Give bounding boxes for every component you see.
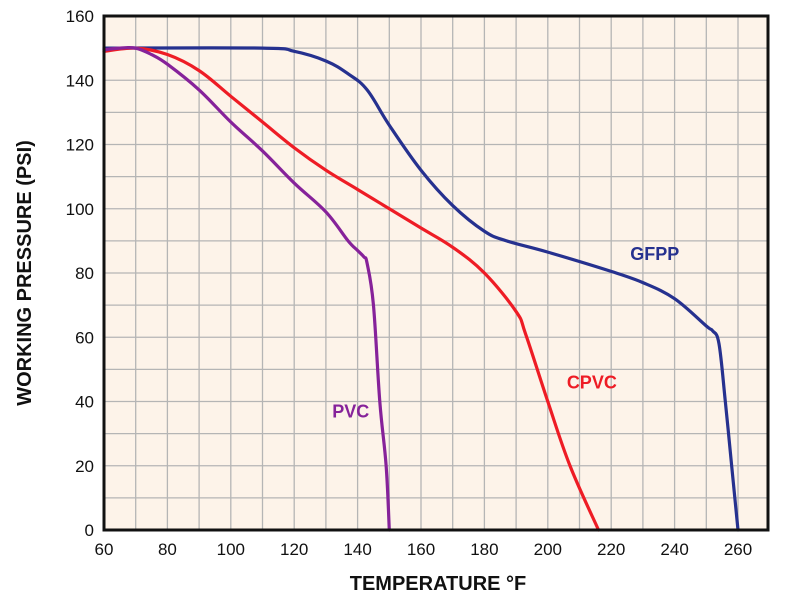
- series-label-pvc: PVC: [332, 402, 369, 422]
- x-tick-label: 240: [660, 540, 688, 559]
- x-tick-label: 120: [280, 540, 308, 559]
- y-tick-label: 60: [75, 328, 94, 347]
- x-tick-labels: 60 80 100 120 140 160 180 200 220 240 260: [95, 540, 753, 559]
- x-tick-label: 160: [407, 540, 435, 559]
- series-line-gfpp: [102, 46, 740, 532]
- grid-lines: [104, 16, 768, 530]
- x-axis-title: TEMPERATURE °F: [350, 573, 527, 595]
- y-tick-label: 40: [75, 393, 94, 412]
- y-tick-label: 20: [75, 457, 94, 476]
- x-tick-label: 140: [343, 540, 371, 559]
- x-tick-label: 60: [95, 540, 114, 559]
- series-lines: [102, 45, 740, 532]
- series-line-cpvc: [102, 46, 601, 532]
- y-tick-label: 0: [85, 521, 94, 540]
- y-tick-label: 120: [66, 136, 94, 155]
- x-tick-label: 220: [597, 540, 625, 559]
- x-tick-label: 100: [217, 540, 245, 559]
- x-tick-label: 260: [724, 540, 752, 559]
- series-label-gfpp: GFPP: [630, 244, 679, 264]
- y-tick-label: 80: [75, 264, 94, 283]
- plot-frame: [102, 14, 770, 532]
- y-axis-title: WORKING PRESSURE (PSI): [14, 140, 36, 406]
- y-tick-label: 100: [66, 200, 94, 219]
- x-tick-label: 180: [470, 540, 498, 559]
- series-line-pvc: [102, 45, 391, 532]
- series-labels: GFPP CPVC PVC: [332, 244, 679, 421]
- x-tick-label: 200: [534, 540, 562, 559]
- y-tick-labels: 0 20 40 60 80 100 120 140 160: [66, 7, 94, 540]
- y-tick-label: 160: [66, 7, 94, 26]
- x-tick-label: 80: [158, 540, 177, 559]
- series-label-cpvc: CPVC: [567, 373, 617, 393]
- y-tick-label: 140: [66, 71, 94, 90]
